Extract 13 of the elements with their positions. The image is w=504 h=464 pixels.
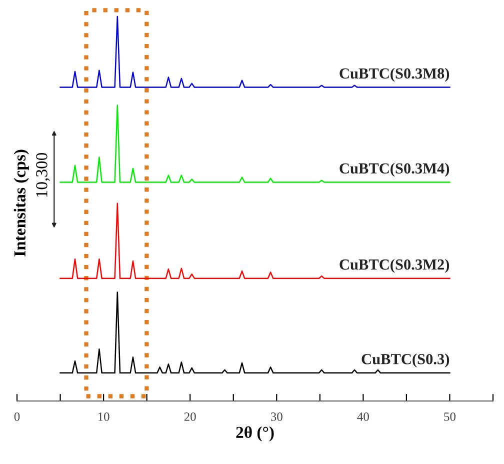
x-tick-label: 10 — [98, 412, 110, 421]
x-tick-label: 50 — [444, 412, 456, 421]
annotation: 10,300 — [36, 153, 50, 197]
series-label: CuBTC(S0.3) — [362, 354, 450, 368]
x-tick-label: 0 — [14, 412, 20, 421]
x-tick-label: 30 — [270, 412, 282, 421]
x-tick-label: 20 — [184, 412, 196, 421]
series-label: CuBTC(S0.3M4) — [340, 162, 450, 177]
y-axis-title: Intensitas (cps) — [14, 150, 29, 256]
series-label: CuBTC(S0.3M8) — [340, 68, 450, 82]
series-label: CuBTC(S0.3M2) — [340, 258, 450, 273]
x-axis-title: 2θ (°) — [236, 426, 274, 442]
x-tick-label: 40 — [357, 412, 369, 421]
